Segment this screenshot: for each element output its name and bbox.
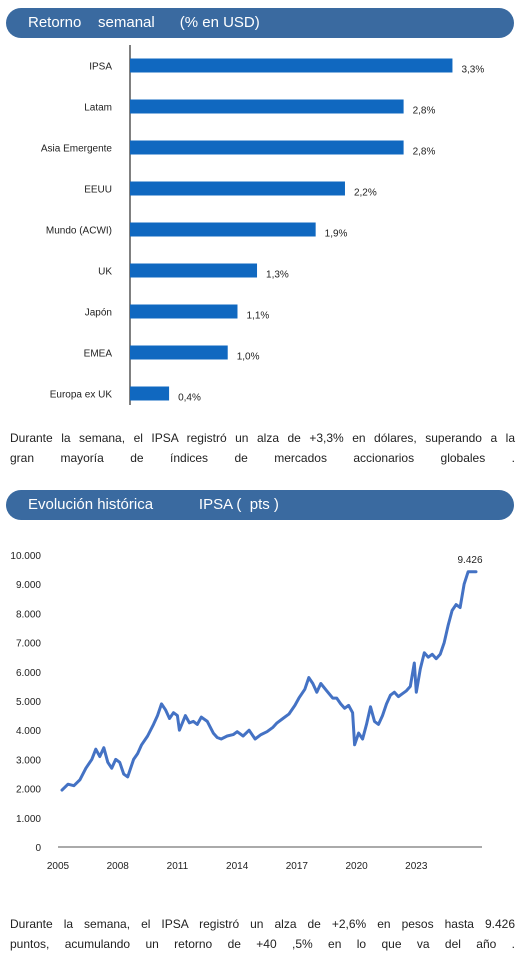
bar — [130, 222, 316, 237]
paragraph-line: Durante la semana, el IPSA registró un a… — [10, 917, 515, 931]
section-title: Evolución histórica IPSA ( pts ) — [28, 496, 279, 513]
y-tick-label: 7.000 — [16, 639, 41, 650]
bar-category-label: UK — [98, 267, 112, 278]
paragraph-line: Durante la semana, el IPSA registró un a… — [10, 431, 515, 445]
bar — [130, 58, 453, 73]
x-tick-label: 2008 — [107, 861, 130, 872]
bar-value-label: 2,8% — [413, 106, 436, 117]
section-header-weekly-return: Retorno semanal (% en USD) — [6, 8, 514, 38]
weekly-return-bar-chart: IPSA 3,3% Latam 2,8% Asia Emergente 2,8% EEUU 2… — [41, 45, 484, 405]
bar-value-label: 1,3% — [266, 270, 289, 281]
bar-value-label: 1,9% — [325, 229, 348, 240]
x-tick-label: 2005 — [47, 861, 70, 872]
y-tick-label: 6.000 — [16, 668, 41, 679]
bar-category-label: Europa ex UK — [50, 390, 113, 401]
bar-value-label: 1,0% — [237, 352, 260, 363]
y-tick-label: 10.000 — [10, 551, 41, 562]
y-tick-label: 5.000 — [16, 697, 41, 708]
bar-category-label: Mundo (ACWI) — [46, 226, 112, 237]
bar-category-label: Asia Emergente — [41, 144, 113, 155]
bar — [130, 181, 345, 196]
bar-value-label: 0,4% — [178, 393, 201, 404]
bar-value-label: 2,2% — [354, 188, 377, 199]
x-tick-label: 2023 — [405, 861, 428, 872]
y-tick-label: 4.000 — [16, 726, 41, 737]
historical-paragraph: Durante la semana, el IPSA registró un a… — [10, 914, 515, 954]
bar-value-label: 1,1% — [246, 311, 269, 322]
paragraph-line: puntos, acumulando un retorno de +40 ,5%… — [10, 937, 515, 951]
y-tick-label: 3.000 — [16, 755, 41, 766]
bar-category-label: Latam — [84, 103, 112, 114]
bar — [130, 386, 170, 401]
bar-value-label: 2,8% — [413, 147, 436, 158]
x-tick-label: 2014 — [226, 861, 249, 872]
paragraph-line: gran mayoría de índices de mercados acci… — [10, 451, 515, 465]
x-tick-label: 2011 — [167, 861, 189, 872]
bar — [130, 263, 258, 278]
bar — [130, 140, 404, 155]
bar-category-label: IPSA — [89, 62, 112, 73]
bar — [130, 304, 238, 319]
ipsa-series-line — [60, 570, 478, 792]
x-tick-label: 2020 — [345, 861, 368, 872]
y-tick-label: 2.000 — [16, 785, 41, 796]
bar-category-label: Japón — [85, 308, 112, 319]
section-header-historical: Evolución histórica IPSA ( pts ) — [6, 490, 514, 520]
ipsa-history-line-chart: 0 1.000 2.000 3.000 4.000 5.000 6.000 7.000 8.00… — [10, 551, 483, 872]
y-tick-label: 0 — [35, 843, 41, 854]
weekly-return-paragraph: Durante la semana, el IPSA registró un a… — [10, 428, 515, 468]
last-value-annotation: 9.426 — [458, 555, 483, 566]
bar-category-label: EEUU — [84, 185, 112, 196]
y-tick-label: 9.000 — [16, 580, 41, 591]
bar — [130, 99, 404, 114]
y-tick-label: 1.000 — [16, 814, 41, 825]
bar-category-label: EMEA — [84, 349, 113, 360]
section-title: Retorno semanal (% en USD) — [28, 14, 260, 31]
bar — [130, 345, 228, 360]
bar-value-label: 3,3% — [461, 65, 484, 76]
y-tick-label: 8.000 — [16, 609, 41, 620]
x-tick-label: 2017 — [286, 861, 309, 872]
